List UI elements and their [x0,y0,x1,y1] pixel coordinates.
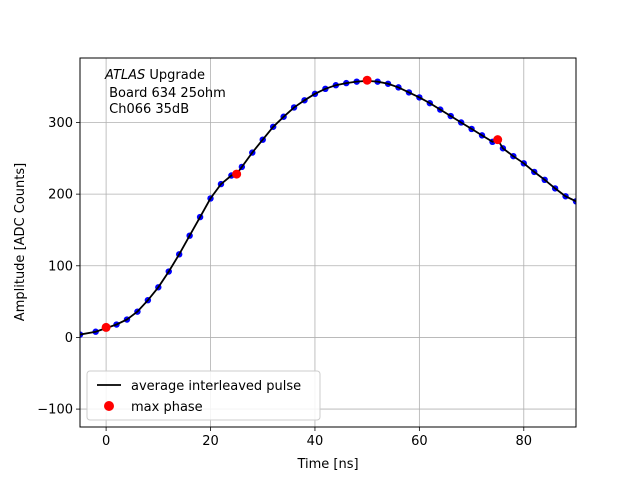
svg-text:ATLAS Upgrade: ATLAS Upgrade [104,68,205,83]
grid [80,58,576,427]
max-phase-point [493,135,503,145]
legend-label-average: average interleaved pulse [131,379,301,394]
x-tick-label: 40 [307,434,324,449]
y-tick-label: 300 [48,116,73,131]
annotation: ATLAS Upgrade Board 634 25ohm Ch066 35dB [104,68,226,117]
max-phase-point [101,322,111,332]
y-tick-label: −100 [37,403,73,418]
annotation-upgrade: Upgrade [145,68,205,83]
y-tick-label: 0 [65,331,73,346]
max-phase-point [362,75,372,85]
legend: average interleaved pulse max phase [86,370,321,421]
y-tick-label: 200 [48,188,73,203]
x-axis-label: Time [ns] [296,457,358,472]
x-tick-label: 20 [202,434,219,449]
annotation-board: Board 634 25ohm [105,86,226,101]
axis-ticks: 0 20 40 60 80 −100 0 100 200 300 [37,116,532,449]
legend-box [86,370,321,421]
plot-data [80,75,576,338]
annotation-atlas: ATLAS [104,68,145,83]
annotation-channel: Ch066 35dB [105,102,189,117]
x-tick-label: 0 [102,434,110,449]
x-tick-label: 60 [411,434,428,449]
legend-marker-swatch [104,401,114,411]
max-phase-point [232,169,242,179]
plot-area [80,75,576,338]
plot-frame [79,57,577,428]
y-axis-label: Amplitude [ADC Counts] [13,163,28,321]
y-tick-label: 100 [48,259,73,274]
x-tick-label: 80 [516,434,533,449]
legend-label-max-phase: max phase [131,400,203,415]
